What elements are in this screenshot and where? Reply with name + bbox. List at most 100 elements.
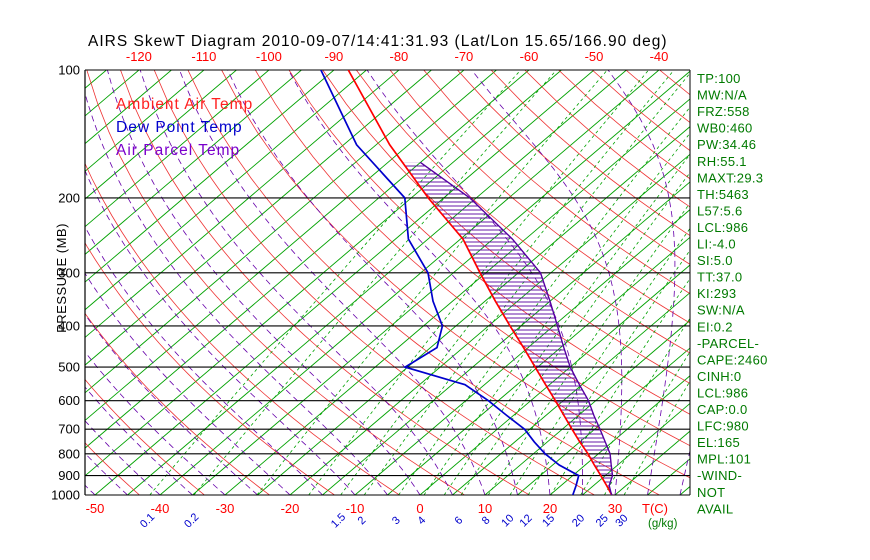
moist-adiabat-line	[85, 225, 323, 495]
moist-adiabat-line	[85, 484, 96, 495]
isotherm-line	[419, 264, 690, 495]
stat-line: EL:165	[697, 435, 740, 450]
dry-adiabat-line	[659, 70, 690, 96]
stat-line: SI:5.0	[697, 253, 733, 268]
pressure-tick-label: 800	[58, 446, 80, 461]
mixing-ratio-label: 8	[480, 514, 493, 527]
mixing-ratio-label: 3	[390, 514, 403, 527]
dry-adiabat-line	[153, 70, 595, 495]
isotherm-line	[452, 292, 690, 495]
legend-dew-point-label: Dew Point Temp	[116, 119, 243, 136]
moist-adiabat-line	[227, 70, 518, 495]
isotherm-line	[647, 458, 690, 495]
pressure-tick-label: 400	[58, 318, 80, 333]
pressure-axis-label: PRESSURE (MB)	[54, 223, 69, 333]
stat-line: LFC:980	[697, 419, 749, 434]
pressure-tick-label: 900	[58, 468, 80, 483]
bottom-temp-label: -50	[86, 501, 105, 516]
ambient-air-temp-curve	[347, 70, 613, 495]
isotherm-line	[0, 70, 9, 495]
moist-adiabat-line	[85, 351, 226, 495]
pressure-tick-label: 200	[58, 190, 80, 205]
isotherm-line	[387, 236, 690, 495]
mixing-unit-label: (g/kg)	[648, 518, 678, 530]
dry-adiabat-line	[490, 70, 690, 237]
top-temp-label: -70	[455, 49, 474, 64]
mixing-ratio-line	[460, 171, 690, 495]
mixing-ratio-label: 6	[453, 514, 466, 527]
stat-line: LCL:986	[697, 220, 748, 235]
stat-line: WB0:460	[697, 121, 753, 136]
mixing-ratio-label: 2	[356, 514, 369, 527]
isotherm-line	[582, 402, 690, 495]
legend-ambient-temp-label: Ambient Air Temp	[116, 96, 253, 113]
chart-title: AIRS SkewT Diagram 2010-09-07/14:41:31.9…	[88, 33, 668, 50]
isotherm-line	[85, 70, 465, 394]
mixing-ratio-line	[363, 72, 690, 495]
stat-line: EI:0.2	[697, 319, 733, 334]
moist-adiabat-line	[107, 70, 421, 495]
isotherm-line	[85, 70, 400, 339]
stat-line: LI:-4.0	[697, 237, 736, 252]
pressure-tick-label: 600	[58, 393, 80, 408]
mixing-ratio-label: 20	[570, 512, 587, 529]
isotherm-line	[517, 347, 690, 495]
bottom-temp-label: 20	[543, 501, 557, 516]
stat-line: LCL:986	[697, 385, 748, 400]
top-temp-label: -40	[650, 49, 669, 64]
stat-line: CAP:0.0	[697, 402, 748, 417]
mixing-ratio-line	[423, 132, 690, 495]
mixing-ratio-label: 10	[499, 512, 516, 529]
moist-adiabat-line	[85, 452, 128, 495]
dry-adiabat-line	[85, 378, 205, 495]
isotherm-line	[85, 70, 335, 283]
pressure-tick-label: 300	[58, 265, 80, 280]
isotherm-line	[192, 70, 690, 495]
dry-adiabat-line	[85, 242, 335, 495]
isotherm-line	[85, 70, 270, 228]
moist-adiabat-line	[85, 420, 161, 495]
dry-adiabat-line	[0, 70, 10, 495]
mixing-ratio-line	[623, 380, 690, 495]
air-parcel-temp-curve	[419, 161, 614, 495]
bottom-temp-label: 10	[478, 501, 492, 516]
stat-line: KI:293	[697, 286, 736, 301]
isotherm-line	[85, 70, 172, 145]
stat-line: RH:55.1	[697, 154, 747, 169]
moist-adiabat-line	[0, 70, 30, 495]
pressure-tick-label: 500	[58, 360, 80, 375]
mixing-ratio-label: 0.2	[182, 511, 201, 530]
stat-line: TP:100	[697, 71, 741, 86]
stat-line: -PARCEL-	[697, 336, 759, 351]
stat-line: TH:5463	[697, 187, 749, 202]
dry-adiabat-line	[254, 70, 690, 447]
moist-adiabat-line	[179, 70, 486, 495]
moist-adiabat-line	[679, 449, 690, 495]
pressure-tick-label: 700	[58, 422, 80, 437]
temp-unit-label: T(C)	[642, 501, 668, 516]
top-temp-label: -90	[325, 49, 344, 64]
stat-line: MW:N/A	[697, 88, 747, 103]
isotherm-line	[85, 70, 530, 449]
mixing-ratio-label: 4	[415, 514, 428, 527]
pressure-grid	[84, 69, 691, 496]
dry-adiabat-line	[389, 70, 690, 324]
top-temp-label: -50	[585, 49, 604, 64]
moist-adiabat-line	[85, 169, 356, 495]
moist-adiabat-line	[85, 386, 193, 495]
mixing-ratio-line	[443, 153, 690, 495]
isotherm-line	[224, 98, 690, 495]
dry-adiabat-line	[288, 70, 690, 415]
stat-line: MAXT:29.3	[697, 170, 763, 185]
stat-line: SW:N/A	[697, 303, 745, 318]
stat-line: CINH:0	[697, 369, 741, 384]
sounding-curves	[320, 70, 614, 495]
top-temp-label: -110	[191, 49, 216, 64]
moist-adiabat-line	[85, 272, 291, 495]
stat-line: FRZ:558	[697, 104, 750, 119]
dry-adiabat-line	[457, 70, 690, 265]
mixing-ratio-line	[193, 70, 557, 495]
